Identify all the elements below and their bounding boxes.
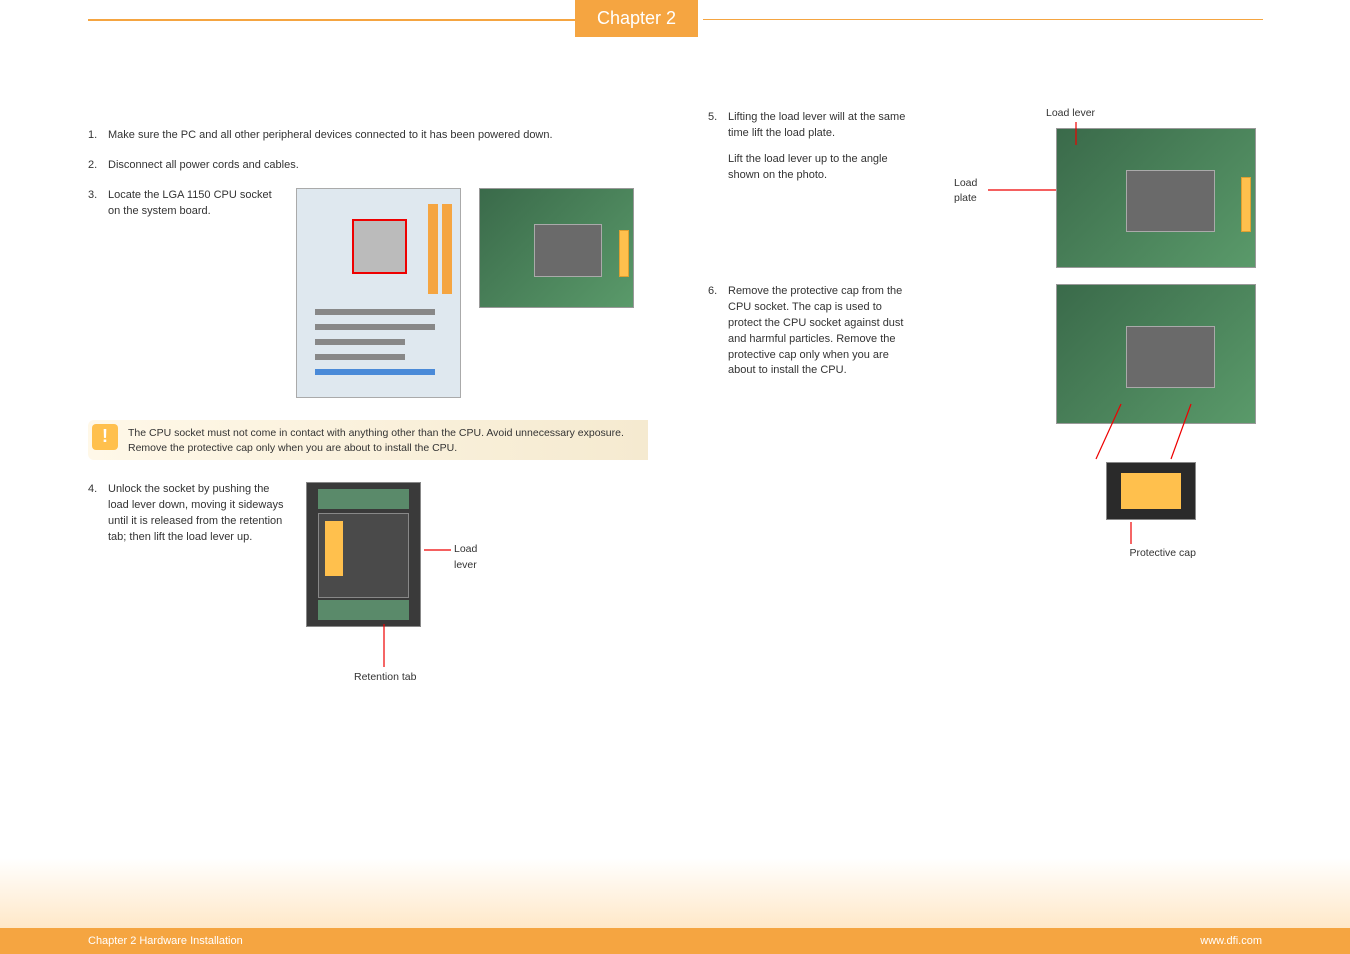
step-number: 5. — [708, 110, 728, 184]
step-number: 3. — [88, 188, 108, 220]
step-5: 5. Lifting the load lever will at the sa… — [708, 110, 1268, 184]
chapter-tab: Chapter 2 — [575, 0, 698, 37]
warning-text: The CPU socket must not come in contact … — [128, 424, 638, 456]
step-number: 1. — [88, 128, 108, 144]
protective-cap-photo — [1106, 462, 1196, 520]
footer-right: www.dfi.com — [1200, 935, 1262, 947]
step6-figure: Protective cap — [926, 284, 1256, 564]
callout-lines — [926, 284, 1256, 564]
step5-text-b: Lift the load lever up to the angle show… — [728, 152, 908, 184]
step-number: 4. — [88, 482, 108, 546]
right-column: 5. Lifting the load lever will at the sa… — [708, 110, 1268, 578]
header-rule-right — [703, 19, 1263, 20]
step-text: Locate the LGA 1150 CPU socket on the sy… — [108, 188, 278, 220]
step-text: Make sure the PC and all other periphera… — [108, 128, 648, 144]
protective-cap-label: Protective cap — [1129, 546, 1196, 561]
step-text: Lifting the load lever will at the same … — [728, 110, 908, 184]
warning-icon: ! — [92, 424, 118, 450]
warning-box: ! The CPU socket must not come in contac… — [88, 420, 648, 460]
step-2: 2. Disconnect all power cords and cables… — [88, 158, 648, 174]
step-4: 4. Unlock the socket by pushing the load… — [88, 482, 648, 627]
footer-gradient — [0, 858, 1350, 928]
step-number: 6. — [708, 284, 728, 380]
step-number: 2. — [88, 158, 108, 174]
header-rule-left — [88, 19, 575, 21]
footer-left: Chapter 2 Hardware Installation — [88, 935, 243, 947]
motherboard-photo — [479, 188, 634, 308]
step-text: Unlock the socket by pushing the load le… — [108, 482, 288, 546]
left-column: 1. Make sure the PC and all other periph… — [88, 110, 648, 641]
callout-lines — [926, 110, 1256, 280]
step5-text-a: Lifting the load lever will at the same … — [728, 110, 908, 142]
step-1: 1. Make sure the PC and all other periph… — [88, 128, 648, 144]
step-3: 3. Locate the LGA 1150 CPU socket on the… — [88, 188, 648, 398]
step-text: Remove the protective cap from the CPU s… — [728, 284, 908, 380]
load-lever-label: Load lever — [454, 542, 477, 572]
retention-tab-label: Retention tab — [354, 670, 416, 685]
step-text: Disconnect all power cords and cables. — [108, 158, 648, 174]
footer-bar: Chapter 2 Hardware Installation www.dfi.… — [0, 928, 1350, 954]
step-6: 6. Remove the protective cap from the CP… — [708, 284, 1268, 564]
motherboard-diagram — [296, 188, 461, 398]
step4-figure: Load lever Retention tab — [306, 482, 421, 627]
callout-lines — [306, 482, 526, 682]
